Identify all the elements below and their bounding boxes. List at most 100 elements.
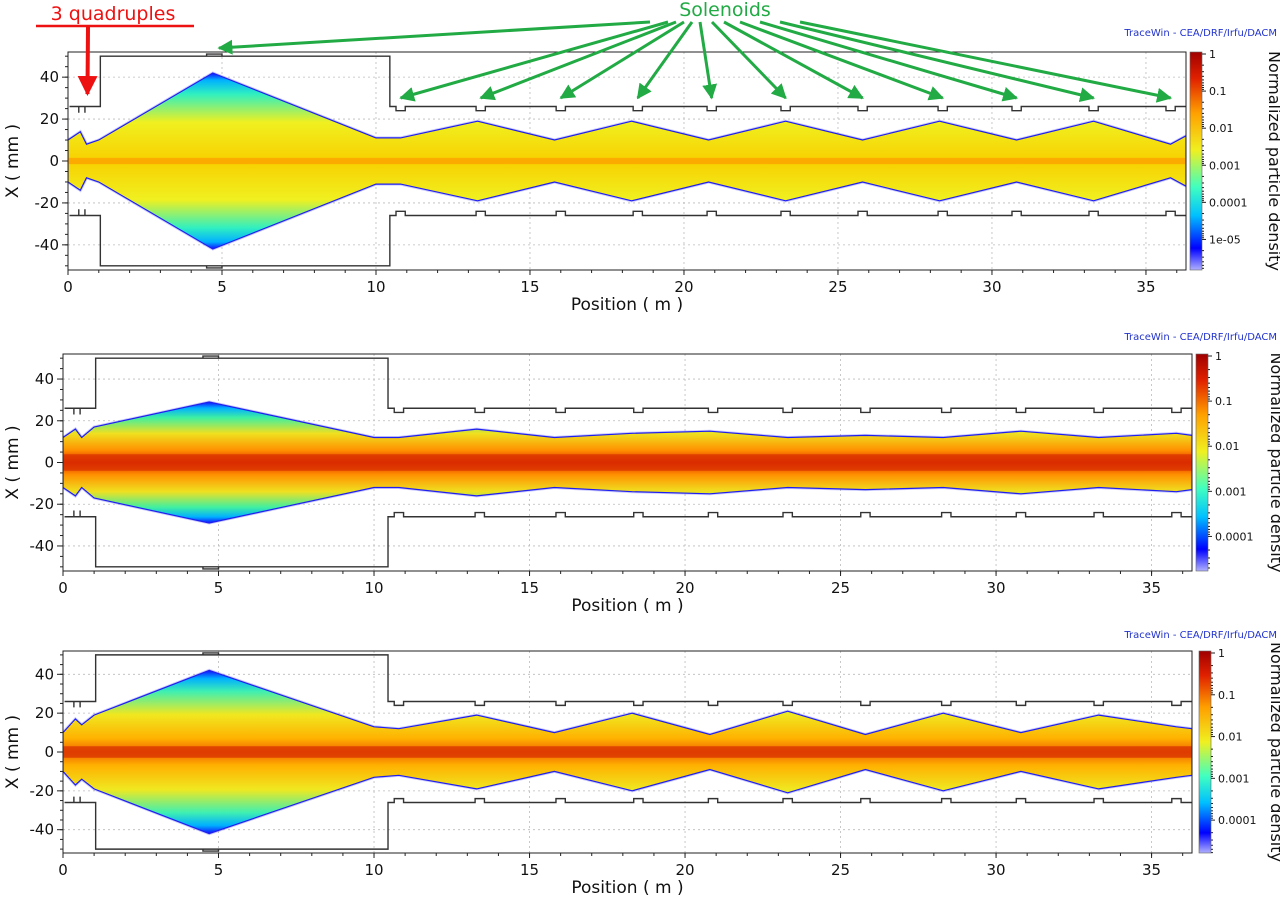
x-tick-label: 20 xyxy=(675,579,694,597)
colorbar-tick-label: 1e-05 xyxy=(1209,233,1241,246)
credit-label: TraceWin - CEA/DRF/Irfu/DACM xyxy=(1123,332,1277,343)
colorbar-tick-label: 0.001 xyxy=(1218,772,1250,785)
aperture-upper xyxy=(64,357,1192,415)
aperture-notch xyxy=(202,566,220,570)
aperture-outline xyxy=(64,652,1192,852)
colorbar-tick-label: 0.1 xyxy=(1218,689,1236,702)
x-tick-label: 35 xyxy=(1142,579,1161,597)
x-tick-label: 20 xyxy=(675,861,694,879)
colorbar-tick-label: 0.01 xyxy=(1209,122,1234,135)
x-tick-label: 0 xyxy=(58,861,68,879)
x-tick-label: 5 xyxy=(217,278,227,296)
y-tick-label: -20 xyxy=(35,194,60,212)
x-axis-title: Position ( m ) xyxy=(571,295,683,315)
x-tick-label: 10 xyxy=(364,579,383,597)
x-axis-title: Position ( m ) xyxy=(571,878,683,898)
x-tick-label: 30 xyxy=(982,278,1001,296)
beam-core xyxy=(63,454,1192,471)
y-axis-title: X ( mm ) xyxy=(3,124,23,198)
credit-label: TraceWin - CEA/DRF/Irfu/DACM xyxy=(1123,28,1277,39)
x-tick-label: 15 xyxy=(520,278,539,296)
aperture-outline xyxy=(64,355,1192,570)
y-tick-label: 0 xyxy=(44,454,54,472)
x-tick-label: 5 xyxy=(214,579,224,597)
aperture-notch xyxy=(202,355,220,359)
credit-label: TraceWin - CEA/DRF/Irfu/DACM xyxy=(1123,630,1277,641)
y-tick-label: 20 xyxy=(40,110,59,128)
y-tick-label: 40 xyxy=(35,665,54,683)
colorbar-title: Normalized particle density xyxy=(1267,353,1280,573)
y-tick-label: 0 xyxy=(44,743,54,761)
aperture-lower xyxy=(64,510,1192,568)
colorbar xyxy=(1198,650,1212,854)
x-tick-label: 0 xyxy=(58,579,68,597)
x-tick-label: 10 xyxy=(366,278,385,296)
colorbar-tick-label: 0.1 xyxy=(1209,85,1227,98)
colorbar-tick-label: 0.01 xyxy=(1215,440,1240,453)
x-tick-label: 25 xyxy=(831,579,850,597)
colorbar-tick-label: 0.001 xyxy=(1215,485,1247,498)
x-tick-label: 0 xyxy=(63,278,73,296)
y-tick-label: -20 xyxy=(30,782,55,800)
colorbar-tick-label: 0.0001 xyxy=(1218,814,1257,827)
colorbar-tick-label: 0.01 xyxy=(1218,731,1243,744)
beam-core xyxy=(68,157,1186,165)
colorbar-tick-label: 0.0001 xyxy=(1209,196,1248,209)
colorbar-title: Normalized particle density xyxy=(1265,51,1280,271)
x-tick-label: 15 xyxy=(520,579,539,597)
y-axis-title: X ( mm ) xyxy=(3,715,23,789)
aperture-notch xyxy=(202,849,220,852)
colorbar-title: Normalized particle density xyxy=(1267,642,1280,862)
x-tick-label: 10 xyxy=(364,861,383,879)
y-tick-label: -40 xyxy=(35,236,60,254)
aperture-notch xyxy=(202,652,220,655)
y-tick-label: 40 xyxy=(40,68,59,86)
x-tick-label: 20 xyxy=(674,278,693,296)
x-tick-label: 30 xyxy=(987,861,1006,879)
aperture-lower xyxy=(69,209,1186,267)
y-tick-label: -20 xyxy=(30,495,55,513)
solenoid-arrow xyxy=(399,20,669,102)
solenoids-label: Solenoids xyxy=(679,0,771,21)
y-tick-label: -40 xyxy=(30,537,55,555)
y-axis-title: X ( mm ) xyxy=(3,425,23,499)
x-tick-label: 15 xyxy=(520,861,539,879)
aperture-notch xyxy=(205,53,223,57)
solenoid-arrow xyxy=(739,20,945,101)
aperture-upper xyxy=(69,55,1186,113)
aperture-lower xyxy=(64,796,1192,850)
aperture-outline xyxy=(69,53,1186,269)
x-tick-label: 30 xyxy=(987,579,1006,597)
solenoid-arrow xyxy=(479,20,677,101)
beam-core xyxy=(63,746,1192,758)
y-tick-label: 40 xyxy=(35,370,54,388)
quadruples-arrow xyxy=(77,26,98,96)
panel-2: 0 5 10 15 20 25 30 35 40 20 0 -20 -40 Position ( m ) X… xyxy=(3,332,1280,616)
colorbar-tick-label: 0.001 xyxy=(1209,159,1241,172)
x-axis-title: Position ( m ) xyxy=(571,596,683,616)
solenoid-arrow xyxy=(779,20,1096,103)
y-tick-label: 20 xyxy=(35,704,54,722)
solenoid-arrow xyxy=(710,20,787,100)
panel-3: 0 5 10 15 20 25 30 35 40 20 0 -20 -40 Position ( m ) X… xyxy=(3,630,1280,898)
y-tick-label: 20 xyxy=(35,412,54,430)
colorbar-tick-label: 1 xyxy=(1209,48,1216,61)
annotations: 3 quadruples Solenoids xyxy=(36,0,1173,103)
solenoid-arrow xyxy=(723,20,864,100)
colorbar-tick-label: 1 xyxy=(1215,350,1222,363)
colorbar xyxy=(1189,51,1203,271)
solenoid-arrow xyxy=(759,20,1019,102)
quadruples-label: 3 quadruples xyxy=(51,3,176,25)
colorbar xyxy=(1195,353,1209,572)
y-tick-label: -40 xyxy=(30,821,55,839)
solenoid-arrow xyxy=(799,20,1173,103)
beam-envelope xyxy=(63,400,1192,525)
solenoid-arrow xyxy=(217,20,651,55)
x-tick-label: 25 xyxy=(831,861,850,879)
panel-1: 0 5 10 15 20 25 30 35 40 20 0 -20 -40 Position ( m ) X… xyxy=(3,28,1280,315)
colorbar-tick-label: 0.0001 xyxy=(1215,530,1254,543)
beam-envelope xyxy=(68,71,1186,251)
x-tick-label: 35 xyxy=(1142,861,1161,879)
beam-envelope xyxy=(63,668,1192,836)
